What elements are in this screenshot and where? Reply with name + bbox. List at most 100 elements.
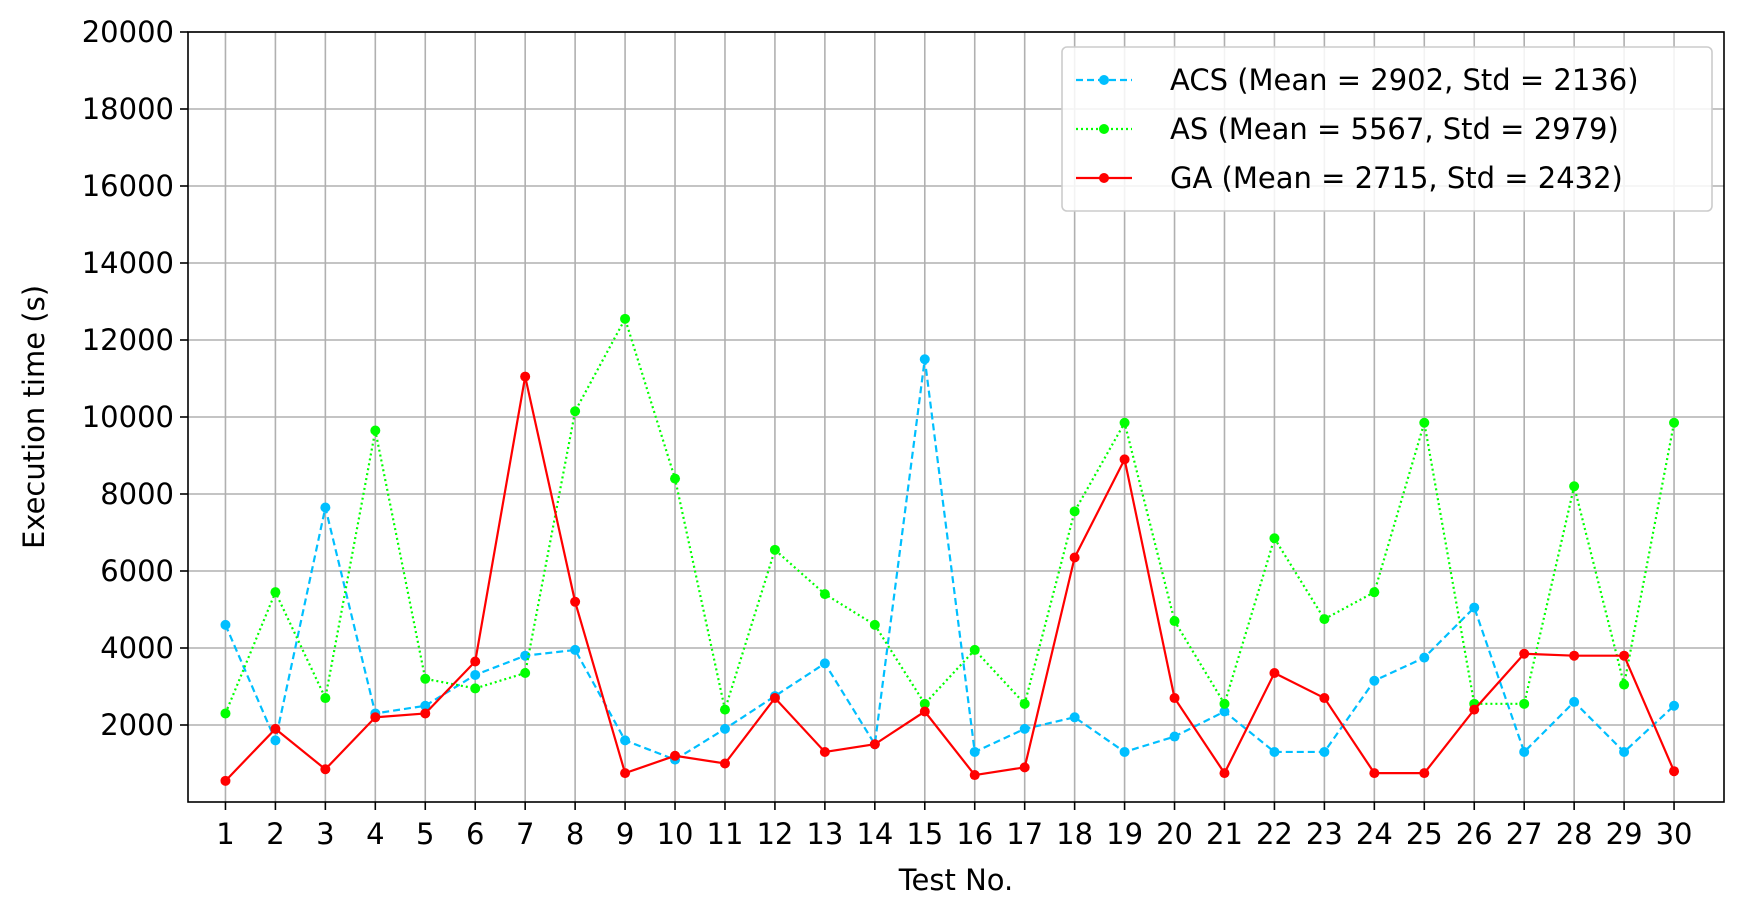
series-point	[919, 706, 930, 717]
series-point	[1119, 746, 1130, 757]
legend-item: GA (Mean = 2715, Std = 2432)	[1076, 161, 1623, 195]
series-point	[919, 698, 930, 709]
x-tick-label: 26	[1456, 817, 1493, 851]
series-point	[719, 723, 730, 734]
y-tick-label: 12000	[82, 323, 174, 357]
series-point	[969, 644, 980, 655]
y-axis-label: Execution time (s)	[17, 285, 51, 549]
series-point	[570, 644, 581, 655]
x-tick-label: 29	[1606, 817, 1643, 851]
y-tick-label: 16000	[82, 169, 174, 203]
series-point	[1369, 768, 1380, 779]
series-point	[1319, 746, 1330, 757]
series-point	[1419, 768, 1430, 779]
x-tick-label: 12	[756, 817, 793, 851]
series-point	[1619, 679, 1630, 690]
series-point	[1519, 746, 1530, 757]
legend-label: GA (Mean = 2715, Std = 2432)	[1170, 161, 1623, 195]
series-point	[470, 683, 481, 694]
series-point	[1169, 731, 1180, 742]
series-point	[1269, 746, 1280, 757]
x-tick-label: 3	[316, 817, 334, 851]
legend-marker	[1099, 173, 1109, 183]
x-tick-label: 6	[466, 817, 484, 851]
series-point	[220, 619, 231, 630]
series-point	[919, 354, 930, 365]
x-tick-label: 7	[516, 817, 534, 851]
y-tick-label: 20000	[82, 15, 174, 49]
series-point	[1269, 533, 1280, 544]
y-tick-label: 18000	[82, 92, 174, 126]
series-point	[769, 693, 780, 704]
series-point	[270, 735, 281, 746]
x-tick-label: 14	[856, 817, 893, 851]
series-point	[520, 371, 531, 382]
series-point	[1369, 675, 1380, 686]
series-point	[1019, 762, 1030, 773]
series-point	[420, 708, 431, 719]
series-point	[270, 723, 281, 734]
x-tick-label: 15	[906, 817, 943, 851]
x-tick-label: 24	[1356, 817, 1393, 851]
legend-marker	[1099, 124, 1109, 134]
y-tick-label: 6000	[100, 554, 174, 588]
series-point	[969, 770, 980, 781]
x-tick-label: 22	[1256, 817, 1293, 851]
series-point	[570, 596, 581, 607]
series-point	[1119, 454, 1130, 465]
series-point	[1469, 704, 1480, 715]
x-tick-label: 10	[657, 817, 694, 851]
series-point	[819, 658, 830, 669]
legend-box	[1061, 46, 1713, 212]
series-point	[1569, 696, 1580, 707]
x-tick-label: 13	[806, 817, 843, 851]
series-point	[670, 473, 681, 484]
x-tick-label: 23	[1306, 817, 1343, 851]
series-point	[1019, 698, 1030, 709]
series-point	[470, 669, 481, 680]
series-point	[719, 758, 730, 769]
x-tick-label: 11	[707, 817, 744, 851]
series-point	[320, 693, 331, 704]
series-point	[420, 673, 431, 684]
series-point	[1569, 650, 1580, 661]
x-tick-label: 25	[1406, 817, 1443, 851]
x-tick-label: 21	[1206, 817, 1243, 851]
series-point	[719, 704, 730, 715]
x-tick-label: 8	[566, 817, 584, 851]
x-tick-label: 4	[366, 817, 384, 851]
series-point	[1219, 698, 1230, 709]
series-point	[969, 746, 980, 757]
series-point	[1069, 552, 1080, 563]
legend: ACS (Mean = 2902, Std = 2136) AS (Mean = …	[1061, 46, 1713, 212]
series-point	[470, 656, 481, 667]
series-layer	[220, 313, 1680, 786]
x-tick-label: 5	[416, 817, 434, 851]
series-point	[520, 668, 531, 679]
series-point	[769, 544, 780, 555]
legend-item: ACS (Mean = 2902, Std = 2136)	[1076, 63, 1639, 97]
series-point	[320, 502, 331, 513]
series-point	[1669, 700, 1680, 711]
x-tick-label: 18	[1056, 817, 1093, 851]
series-point	[1319, 693, 1330, 704]
series-point	[370, 712, 381, 723]
series-point	[1019, 723, 1030, 734]
series-point	[819, 746, 830, 757]
y-axis-ticks: 2000 4000 6000 8000 10000 12000 14000 16000 1800…	[82, 15, 188, 742]
series-point	[570, 406, 581, 417]
series-line	[224, 359, 1675, 761]
series-point	[819, 589, 830, 600]
legend-marker	[1099, 75, 1109, 85]
y-tick-label: 14000	[82, 246, 174, 280]
y-tick-label: 10000	[82, 400, 174, 434]
series-point	[1369, 587, 1380, 598]
y-tick-label: 8000	[100, 477, 174, 511]
series-point	[869, 619, 880, 630]
series-2	[220, 313, 1680, 719]
x-tick-label: 19	[1106, 817, 1143, 851]
series-point	[670, 750, 681, 761]
series-point	[1619, 650, 1630, 661]
legend-item: AS (Mean = 5567, Std = 2979)	[1076, 112, 1619, 146]
